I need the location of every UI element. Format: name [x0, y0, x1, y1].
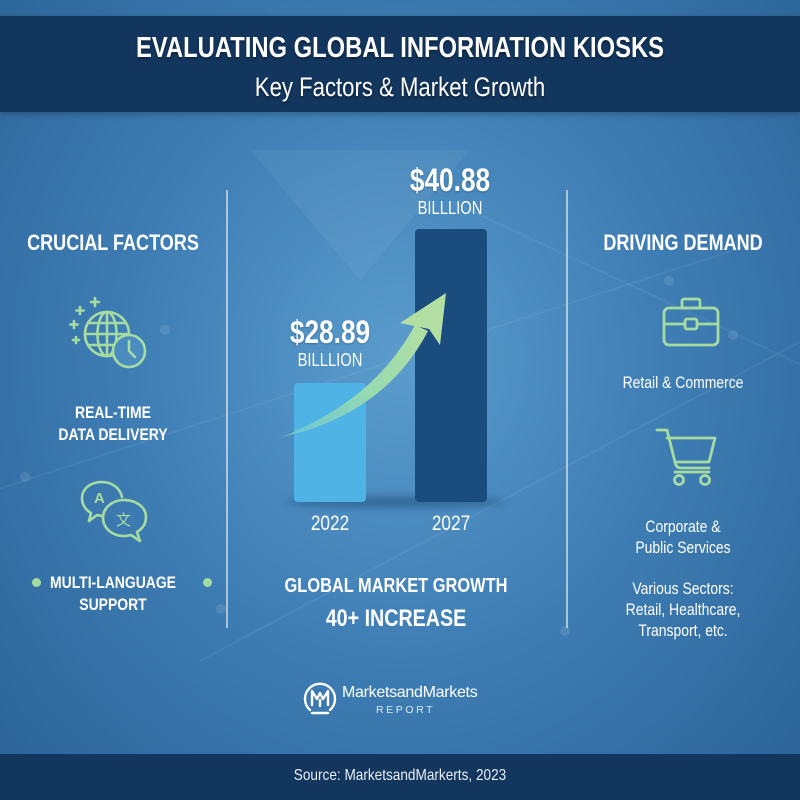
sectors-line2: Retail, Healthcare,: [625, 600, 741, 619]
demand-retail-commerce-label: Retail & Commerce: [622, 373, 744, 392]
column-divider-right: [566, 190, 568, 628]
factor-real-time-line2: DATA DELIVERY: [58, 425, 168, 444]
factor-real-time-line1: REAL-TIME: [75, 403, 151, 422]
header-banner: EVALUATING GLOBAL INFORMATION KIOSKS Key…: [0, 16, 800, 112]
marketsandmarkets-logo: MarketsandMarkets REPORT: [300, 676, 500, 720]
globe-clock-icon: [64, 296, 156, 372]
year-label-2022: 2022: [310, 512, 350, 535]
briefcase-icon: [662, 297, 720, 347]
demand-corporate-line1: Corporate &: [645, 517, 721, 536]
bullet-dot-right: [203, 578, 212, 587]
column-divider-left: [226, 190, 228, 628]
demand-various-sectors: Various Sectors: Retail, Healthcare, Tra…: [566, 578, 800, 641]
factor-multi-language-line2: SUPPORT: [79, 595, 147, 614]
bullet-dot-left: [32, 578, 41, 587]
footer-banner: Source: MarketsandMarkerts, 2023: [0, 754, 800, 800]
sectors-line3: Transport, etc.: [638, 621, 728, 640]
page-title: EVALUATING GLOBAL INFORMATION KIOSKS: [135, 32, 664, 64]
bar-value-2022: $28.89: [289, 314, 371, 350]
bar-2027: [415, 229, 487, 502]
bar-value-2027: $40.88: [409, 162, 491, 198]
factor-multi-language: MULTI-LANGUAGE SUPPORT: [0, 572, 226, 616]
page-subtitle: Key Factors & Market Growth: [254, 72, 546, 102]
driving-demand-title: DRIVING DEMAND: [603, 230, 763, 255]
growth-line2: 40+ INCREASE: [325, 605, 467, 632]
growth-increase: 40+ INCREASE: [226, 605, 566, 633]
bar-unit-2022: BILLLION: [297, 350, 363, 370]
source-citation: Source: MarketsandMarkerts, 2023: [293, 767, 507, 784]
factor-real-time: REAL-TIME DATA DELIVERY: [0, 402, 226, 446]
logo-report-label: REPORT: [376, 704, 436, 716]
growth-arrow-icon: [280, 285, 455, 445]
driving-demand-section: DRIVING DEMAND: [566, 230, 800, 256]
demand-retail-commerce: Retail & Commerce: [566, 372, 800, 393]
bar-unit-2027: BILLLION: [417, 198, 483, 218]
translate-bubbles-icon: A 文: [80, 480, 150, 546]
svg-text:文: 文: [116, 511, 131, 529]
crucial-factors-section: CRUCIAL FACTORS: [0, 230, 226, 256]
demand-corporate-public: Corporate & Public Services: [566, 516, 800, 558]
year-label-2027: 2027: [431, 512, 471, 535]
growth-line1: GLOBAL MARKET GROWTH: [284, 575, 508, 597]
logo-mark-icon: [302, 680, 338, 716]
crucial-factors-title: CRUCIAL FACTORS: [27, 230, 199, 255]
demand-corporate-line2: Public Services: [635, 538, 731, 557]
sectors-line1: Various Sectors:: [632, 579, 734, 598]
svg-text:A: A: [94, 490, 105, 507]
factor-multi-language-line1: MULTI-LANGUAGE: [50, 573, 176, 592]
shopping-cart-icon: [655, 428, 717, 490]
growth-headline: GLOBAL MARKET GROWTH: [226, 575, 566, 598]
logo-brand-name: MarketsandMarkets: [342, 684, 478, 701]
